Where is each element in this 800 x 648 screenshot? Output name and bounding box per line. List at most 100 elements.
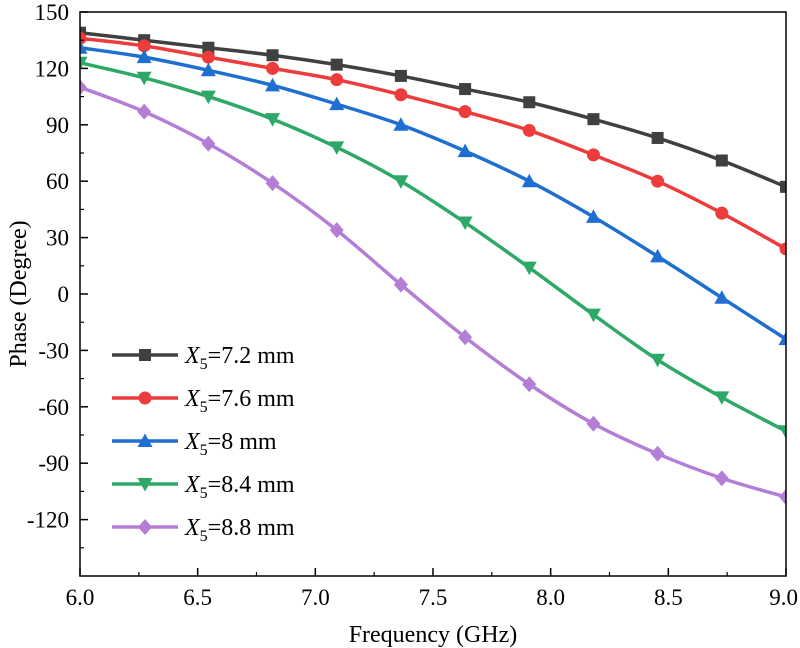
legend-marker-2 [138,391,152,405]
series-1-point-3 [202,41,215,54]
y-tick-label-2: -90 [38,451,69,476]
series-5-point-2 [137,103,152,120]
series-4-point-4 [265,113,281,127]
legend-label-5: X5=8.8 mm [184,515,295,545]
series-2-point-10 [651,174,665,188]
series-2-point-2 [137,39,151,53]
series-3-point-11 [714,290,730,304]
axes: 6.0 6.5 7.0 7.5 8.0 8.5 9.0 -120 -90 -60 -30 0 30 60 9… [27,0,798,610]
series-1-line [80,30,786,189]
y-axis-title: Phase (Degree) [6,220,32,367]
legend-label-value: =7.2 mm [208,343,295,369]
series-4-point-6 [393,175,409,189]
series-1-point-9 [587,113,600,126]
series-4-point-5 [329,141,345,155]
series-4-point-12 [778,425,786,439]
series-5-point-4 [265,175,280,192]
series-5-point-5 [329,222,344,239]
series-2-point-5 [330,73,344,87]
legend-label-variable: X [184,472,201,498]
legend-marker-5 [138,519,152,535]
series-2-point-11 [715,206,729,220]
series-3-point-8 [521,173,537,188]
series-1-point-7 [459,83,472,96]
series-4-point-1 [80,56,88,71]
legend-label-variable: X [184,386,201,412]
x-tick-label-5: 8.0 [536,585,565,610]
series-5-point-12 [779,489,786,506]
series-2-point-1 [80,31,87,45]
legend-label-subscript: 5 [200,485,208,502]
series-3-point-5 [329,96,345,111]
legend-label-value: =7.6 mm [208,386,295,412]
x-tick-label-3: 7.0 [301,585,330,610]
series-4-point-3 [200,90,216,105]
series-3-point-6 [393,117,409,131]
x-axis-title: Frequency (GHz) [349,622,518,648]
series-2-point-12 [779,242,786,256]
series-3-point-12 [778,331,786,346]
y-tick-label-5: 0 [58,282,70,307]
x-tick-label-6: 8.5 [654,585,683,610]
series-3-point-4 [265,77,281,92]
series-2-point-8 [522,123,536,137]
legend-label-subscript: 5 [200,399,208,416]
series-5-point-10 [650,445,665,462]
series-2-point-7 [458,105,472,119]
plot-area [80,26,786,506]
series-4-point-2 [136,71,152,86]
x-tick-label-4: 7.5 [419,585,448,610]
y-tick-label-10: 150 [35,0,70,25]
series-1-point-12 [780,180,786,193]
series-2-point-6 [394,88,408,102]
y-tick-label-7: 60 [46,169,69,194]
series-3-point-10 [650,248,666,263]
legend-label-value: =8 mm [208,429,277,455]
series-3-point-2 [136,49,152,64]
series-4-point-10 [650,353,666,368]
series-3-point-9 [585,209,601,223]
series-5-point-8 [522,376,537,393]
series-2-point-9 [586,148,600,162]
series-1-point-6 [394,69,407,82]
series-5-point-3 [201,135,216,152]
y-tick-label-8: 90 [46,113,69,138]
legend-label-variable: X [184,515,201,541]
series-5-point-7 [458,329,473,346]
legend-label-value: =8.8 mm [208,515,295,541]
y-tick-label-4: -30 [38,338,69,363]
y-tick-label-1: -120 [27,508,69,533]
series-5-point-6 [393,276,408,293]
series-5-point-11 [714,470,729,487]
legend-label-variable: X [184,343,201,369]
legend-label-subscript: 5 [200,356,208,373]
legend-marker-3 [137,433,153,447]
legend-label-1: X5=7.2 mm [184,343,295,373]
legend-marker-1 [139,349,151,361]
series-4-point-8 [521,261,537,276]
series-3-point-3 [200,62,216,77]
x-tick-label-7: 9.0 [769,585,798,610]
series-1-point-8 [523,96,536,109]
legend-label-variable: X [184,429,201,455]
series-3-point-7 [457,143,473,158]
legend-label-2: X5=7.6 mm [184,386,295,416]
legend-label-subscript: 5 [200,528,208,545]
series-1-point-11 [715,154,728,167]
series-1-point-4 [266,49,279,62]
series-4-point-7 [457,216,473,231]
series-2-point-3 [201,50,215,64]
legend-label-subscript: 5 [200,442,208,459]
legend-label-3: X5=8 mm [184,429,277,459]
series-2-point-4 [266,61,280,75]
x-tick-label-2: 6.5 [183,585,212,610]
series-4-line [80,61,786,433]
x-tick-label-1: 6.0 [66,585,95,610]
series-4-point-11 [714,391,730,405]
y-tick-label-6: 30 [46,226,69,251]
legend-label-4: X5=8.4 mm [184,472,295,502]
series-1-point-5 [330,58,343,71]
y-tick-label-3: -60 [38,395,69,420]
